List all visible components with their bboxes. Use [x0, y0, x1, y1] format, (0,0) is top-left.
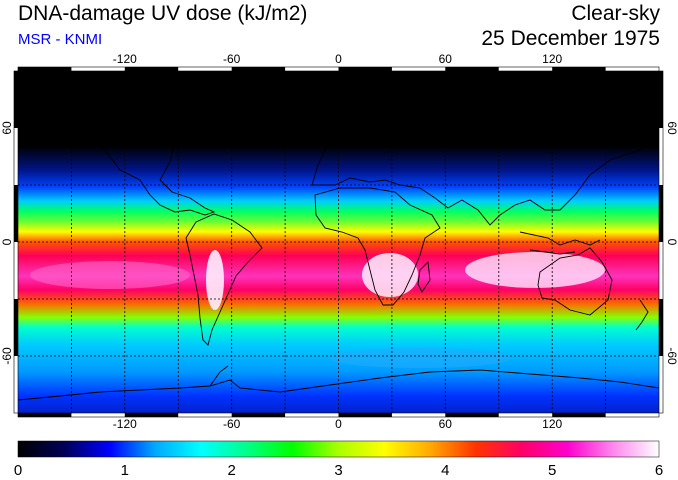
map-frame	[13, 66, 664, 418]
lat-label: 0	[665, 239, 678, 246]
frame-left-seg	[14, 71, 18, 128]
coast-north-america	[51, 79, 216, 216]
frame-right-seg	[659, 299, 663, 356]
coast-new-zealand	[635, 299, 649, 331]
frame-top-seg	[445, 67, 499, 71]
frame-top-seg	[18, 67, 72, 71]
frame-bottom-seg	[338, 413, 392, 417]
uv-hotspots	[30, 250, 605, 368]
frame-top-seg	[552, 67, 606, 71]
frame-bottom-seg	[552, 413, 606, 417]
source-label: MSR - KNMI	[18, 31, 103, 48]
coast-australia	[537, 247, 613, 316]
colorbar-label: 4	[441, 462, 449, 479]
date-label: 25 December 1975	[481, 27, 660, 50]
coast-south-america	[185, 213, 263, 346]
coast-greenland	[214, 73, 276, 111]
coast-africa	[314, 187, 441, 306]
lat-label: 60	[0, 121, 14, 135]
lon-label: 60	[439, 417, 453, 431]
frame-top-seg	[231, 67, 286, 71]
sky-condition-label: Clear-sky	[571, 2, 660, 25]
frame-bottom-seg	[124, 413, 179, 417]
lon-labels-top: -120 -60 0 60 120	[113, 52, 563, 66]
colorbar	[17, 440, 660, 458]
lon-labels-bottom: -120 -60 0 60 120	[113, 417, 563, 431]
lat-labels-left: 60 0 -60	[0, 121, 14, 365]
colorbar-label: 1	[121, 462, 129, 479]
coast-madagascar	[417, 261, 431, 293]
lat-labels-right: 60 0 -60	[665, 121, 678, 365]
coast-antarctic-peninsula	[209, 365, 229, 387]
coast-indonesia	[519, 231, 601, 255]
hotspot-pacific-magenta	[30, 261, 190, 289]
lat-label: -60	[665, 347, 678, 365]
coast-antarctica	[18, 369, 659, 401]
lat-label: 0	[0, 238, 14, 245]
colorbar-label: 0	[14, 462, 22, 479]
graticule	[18, 71, 659, 413]
lon-label: 120	[542, 52, 562, 66]
colorbar-label: 5	[548, 462, 556, 479]
antarctic-cyan-patch	[330, 348, 510, 368]
lon-label: 60	[439, 52, 453, 66]
lon-label: 0	[335, 52, 342, 66]
hotspot-indian-ocean-australia	[465, 252, 605, 288]
lon-label: -120	[113, 52, 137, 66]
lon-label: 120	[542, 417, 562, 431]
frame-bottom-seg	[445, 413, 499, 417]
lat-label: 60	[665, 121, 678, 135]
lon-label: -60	[223, 417, 241, 431]
frame-left-seg	[14, 185, 18, 242]
frame-right-seg	[659, 71, 663, 128]
lat-label: -60	[0, 347, 14, 365]
frame-top-seg	[124, 67, 179, 71]
lon-label: -120	[113, 417, 137, 431]
colorbar-label: 6	[655, 462, 663, 479]
hotspot-southern-africa	[362, 253, 418, 297]
frame-right-seg	[659, 185, 663, 242]
frame-bottom-seg	[18, 413, 72, 417]
hotspot-south-america	[206, 250, 224, 310]
lon-label: 0	[335, 417, 342, 431]
colorbar-labels: 0 1 2 3 4 5 6	[14, 462, 663, 479]
colorbar-label: 3	[334, 462, 342, 479]
colorbar-label: 2	[228, 462, 236, 479]
frame-bottom-seg	[231, 413, 286, 417]
frame-left-seg	[14, 299, 18, 356]
map-title: DNA-damage UV dose (kJ/m2)	[18, 2, 308, 25]
lon-label: -60	[223, 52, 241, 66]
frame-top-seg	[338, 67, 392, 71]
